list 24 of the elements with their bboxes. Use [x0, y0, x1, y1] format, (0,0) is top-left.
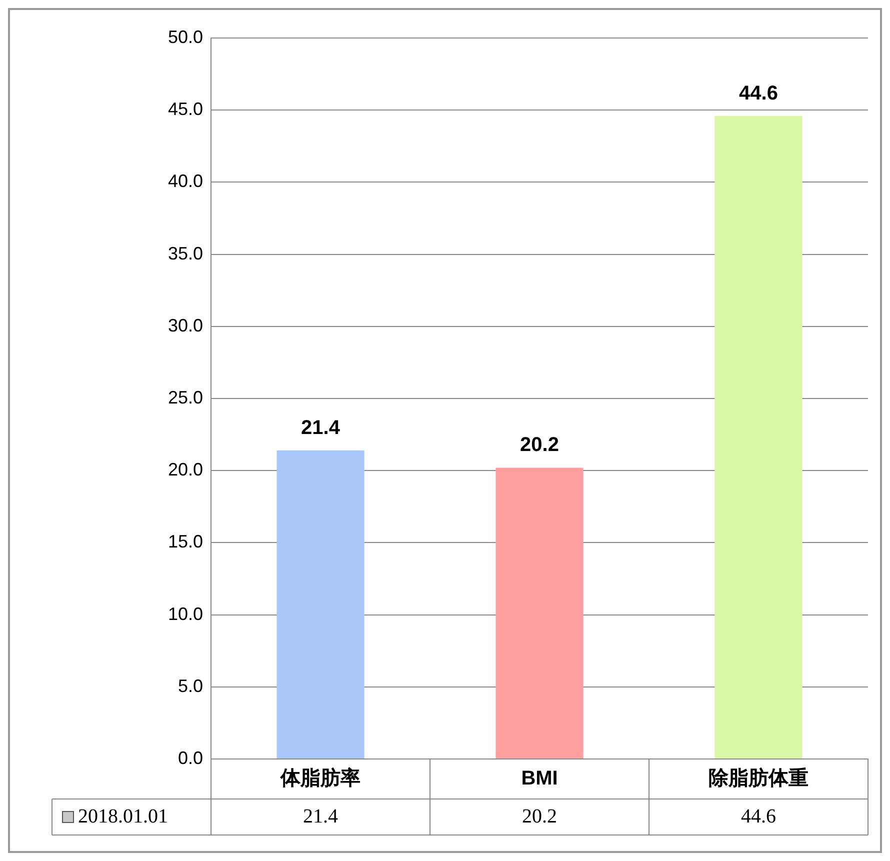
text: 20.2: [522, 805, 558, 828]
bar: [276, 450, 364, 758]
y-tick-label: 40.0: [168, 171, 204, 192]
y-tick-label: 25.0: [168, 387, 204, 408]
y-tick-label: 0.0: [178, 748, 204, 768]
data-label: 20.2: [520, 434, 559, 456]
y-tick-label: 35.0: [168, 243, 204, 264]
data-label: 21.4: [301, 416, 341, 439]
x-tick-label: BMI: [521, 768, 558, 790]
y-tick-label: 20.0: [168, 460, 204, 480]
x-tick-label: 除脂肪体重: [708, 766, 809, 790]
x-tick-label: 体脂肪率: [280, 766, 361, 790]
data-label: 44.6: [739, 82, 778, 104]
y-tick-label: 50.0: [168, 26, 204, 47]
bar: [496, 468, 584, 758]
text: 21.4: [303, 805, 338, 828]
y-tick-label: 5.0: [178, 676, 204, 696]
y-tick-label: 30.0: [168, 315, 204, 336]
text: 2018.01.01: [78, 805, 168, 828]
text: 44.6: [741, 805, 776, 828]
y-tick-label: 10.0: [168, 604, 204, 624]
y-tick-label: 45.0: [168, 99, 204, 120]
y-tick-label: 15.0: [168, 532, 204, 552]
bar: [714, 116, 802, 758]
